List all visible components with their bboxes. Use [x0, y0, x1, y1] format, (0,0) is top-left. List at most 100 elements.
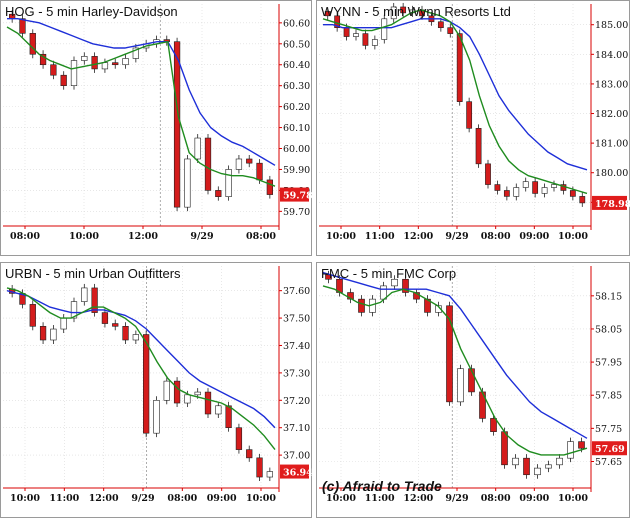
y-tick-label: 60.50 [283, 39, 310, 50]
chart-panel-2: 185.00184.00183.00182.00181.00180.00179.… [316, 0, 630, 256]
candle [256, 457, 263, 478]
candle [184, 158, 191, 208]
candle [556, 457, 563, 466]
candle [101, 62, 109, 70]
candle [494, 184, 501, 191]
y-tick-label: 57.75 [595, 424, 622, 435]
candle [184, 394, 191, 404]
slow-moving-average [322, 271, 588, 439]
candle [468, 368, 475, 393]
candle [569, 190, 576, 197]
y-tick-label: 37.20 [283, 396, 310, 407]
fast-moving-average [322, 9, 588, 195]
last-price-label: 178.98 [595, 199, 630, 210]
y-tick-label: 60.20 [283, 102, 310, 113]
x-tick-label: 12:00 [89, 493, 119, 504]
candle [446, 305, 453, 403]
candle [512, 457, 519, 466]
candle [391, 278, 398, 287]
last-price-flag [592, 195, 627, 210]
candle [194, 137, 201, 160]
x-tick-label: 08:00 [481, 493, 511, 504]
candle [541, 187, 548, 194]
x-tick-label: 09:00 [519, 493, 549, 504]
y-tick-label: 37.60 [283, 286, 310, 297]
x-tick-label: 10:00 [69, 231, 99, 242]
candle [457, 368, 464, 403]
x-tick-label: 9/29 [190, 231, 214, 242]
candle [235, 158, 243, 170]
y-tick-label: 182.00 [595, 109, 628, 120]
candle [578, 441, 585, 449]
y-tick-label: 60.30 [283, 81, 310, 92]
candle [522, 181, 529, 188]
candle [163, 380, 170, 401]
y-tick-label: 37.30 [283, 368, 310, 379]
candle [60, 317, 67, 330]
candle [503, 190, 510, 197]
candle [545, 464, 552, 469]
candle [475, 128, 482, 165]
candle [215, 190, 222, 197]
candle [567, 441, 574, 459]
candle [143, 334, 150, 434]
y-tick-label: 57.95 [595, 358, 622, 369]
candle [70, 60, 78, 86]
candle [132, 47, 139, 59]
candle [29, 33, 36, 55]
candle [400, 6, 407, 14]
candle [215, 405, 222, 415]
fast-moving-average [322, 285, 588, 456]
candle [112, 62, 119, 66]
x-tick-label: 10:00 [326, 231, 356, 242]
candle [204, 137, 212, 191]
panel-frame [0, 0, 312, 256]
chart-title: FMC - 5 min FMC Corp [321, 266, 456, 281]
candle [81, 56, 88, 61]
last-price-label: 36.94 [283, 468, 313, 479]
candle [579, 196, 586, 204]
x-tick-label: 10:00 [326, 493, 356, 504]
chart-title: HOG - 5 min Harley-Davidson [5, 4, 178, 19]
candle [324, 11, 331, 17]
x-tick-label: 09:00 [519, 231, 549, 242]
y-tick-label: 37.10 [283, 423, 310, 434]
candle [81, 287, 88, 302]
slow-moving-average [323, 18, 588, 171]
candle [390, 6, 397, 20]
y-tick-label: 185.00 [595, 20, 628, 31]
candle [91, 287, 98, 313]
x-tick-label: 08:00 [10, 231, 40, 242]
x-tick-label: 08:00 [167, 493, 197, 504]
last-price-flag [280, 464, 309, 479]
candle [60, 74, 67, 86]
candle [235, 427, 243, 450]
x-tick-label: 11:00 [49, 493, 79, 504]
y-tick-label: 59.70 [283, 207, 310, 218]
y-tick-label: 180.00 [595, 168, 628, 179]
candle [101, 312, 109, 324]
candle [343, 27, 350, 37]
slow-moving-average [6, 290, 276, 429]
x-tick-label: 08:00 [481, 231, 511, 242]
candle [362, 33, 369, 46]
candle [112, 323, 119, 327]
candle [50, 64, 57, 76]
candle [513, 187, 520, 197]
y-tick-label: 57.85 [595, 391, 622, 402]
x-tick-label: 10:00 [10, 493, 40, 504]
y-tick-label: 37.50 [283, 314, 310, 325]
x-tick-label: 11:00 [365, 493, 395, 504]
y-tick-label: 58.05 [595, 324, 622, 335]
candle [551, 184, 557, 188]
candle [173, 380, 181, 404]
candle [485, 163, 491, 185]
candle [194, 391, 201, 396]
y-tick-label: 37.00 [283, 451, 310, 462]
candle [29, 304, 36, 327]
y-tick-label: 57.65 [595, 457, 622, 468]
y-tick-label: 37.40 [283, 341, 310, 352]
candle [266, 471, 273, 478]
x-tick-label: 12:00 [403, 493, 433, 504]
x-tick-label: 09:00 [207, 493, 237, 504]
